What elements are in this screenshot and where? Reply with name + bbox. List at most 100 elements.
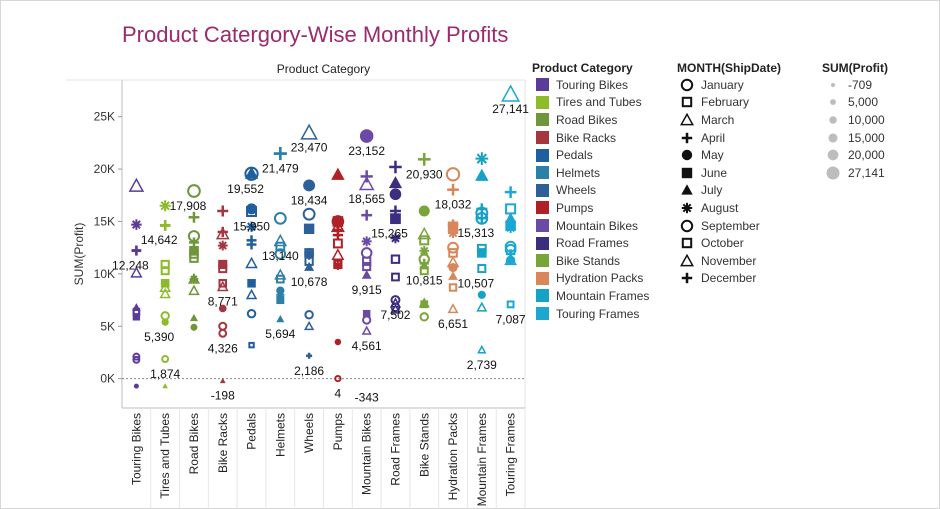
color-legend-label: Hydration Packs <box>556 271 644 286</box>
shape-legend-label: May <box>701 148 724 163</box>
data-point <box>245 256 258 269</box>
shape-legend-item[interactable]: November <box>680 252 760 270</box>
shape-legend-item[interactable]: January <box>680 76 760 94</box>
data-point <box>418 205 430 217</box>
data-label: 18,032 <box>435 198 472 212</box>
color-legend-item[interactable]: Bike Racks <box>536 129 649 147</box>
shape-legend-label: November <box>701 253 757 268</box>
shape-legend-item[interactable]: May <box>680 146 760 164</box>
square-open-icon <box>681 237 693 249</box>
shape-legend-item[interactable]: April <box>680 129 760 147</box>
x-tick-label: Bike Stands <box>417 413 431 477</box>
data-label: 18,434 <box>291 193 328 207</box>
size-legend-item: 5,000 <box>826 94 885 112</box>
data-point <box>131 219 142 230</box>
data-point <box>159 281 172 293</box>
color-legend-item[interactable]: Road Bikes <box>536 111 649 129</box>
shape-legend-item[interactable]: August <box>680 199 760 217</box>
data-point <box>388 176 403 189</box>
size-circle-icon <box>828 133 838 143</box>
color-legend-item[interactable]: Road Frames <box>536 234 649 252</box>
size-legend-label: 15,000 <box>848 130 885 145</box>
shape-legend-item[interactable]: March <box>680 111 760 129</box>
data-point <box>273 233 288 247</box>
data-point <box>505 222 516 233</box>
circle-open-icon <box>680 219 694 232</box>
data-label: 23,152 <box>348 144 385 158</box>
data-label: 19,552 <box>227 182 264 196</box>
color-legend-label: Road Frames <box>556 236 629 251</box>
shape-legend-item[interactable]: October <box>680 234 760 252</box>
shape-legend-label: September <box>701 218 760 233</box>
color-legend-label: Road Bikes <box>556 112 618 127</box>
data-point <box>130 266 143 278</box>
data-point <box>219 377 226 384</box>
shape-legend-label: April <box>701 130 726 145</box>
data-point <box>303 223 315 234</box>
color-legend-item[interactable]: Touring Bikes <box>536 76 649 94</box>
size-legend-item: 10,000 <box>826 111 885 129</box>
data-label: 15,950 <box>233 220 270 234</box>
color-legend-item[interactable]: Wheels <box>536 182 649 200</box>
color-legend-label: Mountain Bikes <box>556 218 639 233</box>
data-point <box>246 308 257 319</box>
data-point <box>331 248 345 261</box>
data-point <box>132 308 141 317</box>
y-tick-label: 10K <box>94 267 115 281</box>
data-point <box>447 219 459 230</box>
data-point <box>362 261 372 272</box>
data-point <box>159 200 171 212</box>
color-legend-item[interactable]: Helmets <box>536 164 649 182</box>
color-legend-item[interactable]: Hydration Packs <box>536 270 649 288</box>
shape-legend-label: August <box>701 200 739 215</box>
size-legend-title: SUM(Profit) <box>822 61 888 75</box>
data-point <box>332 238 343 249</box>
color-legend-label: Wheels <box>556 183 597 198</box>
data-point <box>445 167 461 182</box>
shape-legend-item[interactable]: September <box>680 217 760 235</box>
size-legend-label: 10,000 <box>848 112 885 127</box>
color-swatch <box>536 289 549 303</box>
color-legend-item[interactable]: Mountain Bikes <box>536 217 649 235</box>
data-point <box>389 160 402 174</box>
data-point <box>302 207 316 221</box>
color-legend-item[interactable]: Mountain Frames <box>536 287 649 305</box>
shape-legend-item[interactable]: February <box>680 94 760 112</box>
color-legend-label: Touring Frames <box>556 306 640 321</box>
shape-legend-item[interactable]: June <box>680 164 760 182</box>
shape-legend-item[interactable]: December <box>680 270 760 288</box>
color-swatch <box>536 236 549 250</box>
data-point <box>505 203 517 215</box>
data-label: 12,248 <box>112 258 149 272</box>
color-swatch <box>536 166 549 180</box>
color-swatch <box>536 219 549 233</box>
color-swatch <box>536 183 549 197</box>
color-legend-label: Bike Racks <box>556 130 617 145</box>
chart-title: Product Catergory-Wise Monthly Profits <box>122 22 509 47</box>
color-legend-item[interactable]: Pedals <box>536 146 649 164</box>
data-label: 13,140 <box>262 249 299 263</box>
color-legend-item[interactable]: Bike Stands <box>536 252 649 270</box>
data-point <box>505 249 516 259</box>
shape-legend-item[interactable]: July <box>680 182 760 200</box>
color-legend-item[interactable]: Pumps <box>536 199 649 217</box>
data-label: 8,771 <box>208 295 238 309</box>
data-point <box>477 290 486 299</box>
color-legend-item[interactable]: Tires and Tubes <box>536 94 649 112</box>
data-point <box>162 383 168 389</box>
data-point <box>446 255 460 268</box>
data-point <box>132 352 141 361</box>
color-swatch <box>536 271 549 285</box>
data-point <box>447 241 459 254</box>
data-point <box>218 304 227 313</box>
y-tick-label: 20K <box>94 162 115 176</box>
data-point <box>504 186 517 198</box>
circle-open-icon <box>680 78 694 91</box>
shape-legend[interactable]: January February March April May June July Augu… <box>680 76 760 287</box>
data-point <box>244 166 259 179</box>
data-point <box>274 248 287 260</box>
color-legend-item[interactable]: Touring Frames <box>536 305 649 323</box>
color-legend[interactable]: Touring Bikes Tires and Tubes Road Bikes Bi… <box>536 76 649 322</box>
x-tick-label: Tires and Tubes <box>158 413 172 499</box>
data-point <box>132 355 141 364</box>
